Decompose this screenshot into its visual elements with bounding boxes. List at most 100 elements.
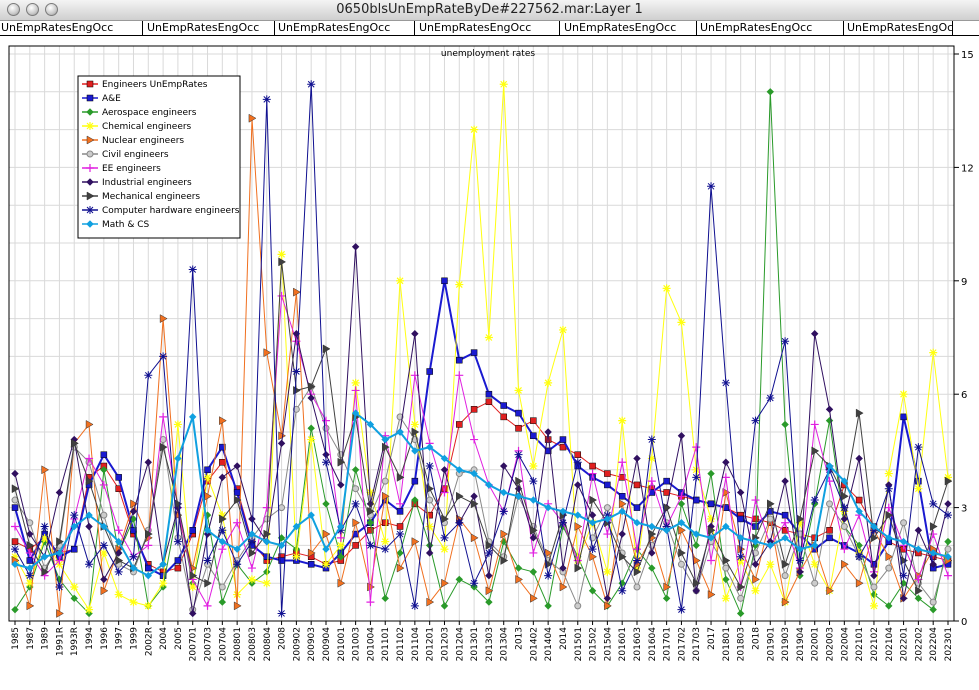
data-point	[781, 559, 790, 569]
data-point	[40, 522, 49, 531]
data-point	[351, 243, 360, 251]
data-point	[233, 495, 242, 505]
x-tick-label: 1996	[100, 627, 110, 650]
legend-label: Computer hardware engineers	[102, 206, 240, 216]
data-point	[26, 564, 34, 572]
data-point	[85, 420, 94, 429]
data-point	[604, 481, 611, 489]
header-cell[interactable]: UnEmpRatesEngOcc	[699, 21, 844, 35]
data-point	[514, 492, 523, 500]
x-tick-label: 201701	[663, 627, 673, 661]
x-axis: 1985 1987 1989 1991R 1993R 1994 1996 1997 1999 20…	[11, 621, 954, 661]
legend-swatch-marker	[86, 122, 94, 130]
data-point	[336, 533, 345, 542]
data-point	[796, 545, 804, 553]
data-point	[633, 519, 641, 527]
data-point	[367, 527, 374, 534]
data-point	[544, 436, 552, 443]
data-point	[144, 458, 152, 466]
data-point	[722, 564, 730, 572]
data-point	[262, 579, 271, 588]
data-point	[558, 325, 567, 334]
data-point	[929, 605, 937, 614]
x-tick-label: 200701	[189, 627, 199, 661]
x-tick-label: 201303	[485, 627, 495, 661]
data-point	[573, 458, 582, 467]
data-point	[751, 586, 760, 595]
x-tick-label: 201903	[781, 627, 791, 661]
zoom-button[interactable]	[45, 3, 58, 16]
legend-swatch-marker	[86, 220, 94, 228]
data-point	[869, 601, 878, 610]
close-button[interactable]	[7, 3, 20, 16]
legend-item-aerospace-engineers: Aerospace engineers	[82, 108, 197, 118]
data-point	[648, 522, 656, 531]
x-tick-label: 201904	[796, 627, 806, 662]
legend-label: Aerospace engineers	[102, 108, 197, 118]
data-point	[145, 564, 152, 572]
data-point	[366, 519, 375, 527]
data-point	[218, 583, 226, 591]
minimize-button[interactable]	[26, 3, 39, 16]
data-point	[204, 578, 213, 588]
data-point	[751, 496, 760, 505]
data-point	[841, 559, 849, 569]
series-layer	[11, 80, 953, 618]
data-point	[647, 454, 656, 463]
data-point	[589, 495, 598, 505]
data-point	[870, 533, 879, 543]
data-point	[219, 443, 226, 451]
legend-label: Engineers UnEmpRates	[102, 80, 208, 90]
header-cell[interactable]: UnEmpRatesEngOcc	[277, 21, 415, 35]
data-point	[307, 394, 315, 402]
header-cell[interactable]: UnEmpRatesEngOcc	[847, 21, 953, 35]
x-tick-label: 201702	[677, 627, 687, 661]
data-point	[573, 556, 582, 565]
data-point	[944, 473, 952, 482]
x-tick-label: 202004	[840, 627, 850, 662]
data-point	[618, 507, 626, 516]
data-point	[840, 503, 849, 512]
data-point	[529, 462, 538, 471]
data-point	[870, 561, 878, 568]
data-point	[470, 499, 479, 509]
data-point	[870, 571, 878, 580]
header-cell[interactable]: UnEmpRatesEngOcc	[563, 21, 697, 35]
legend-box	[77, 75, 241, 239]
data-point	[900, 519, 908, 527]
data-point	[721, 378, 730, 387]
data-point	[100, 511, 108, 519]
data-point	[11, 522, 19, 531]
y-tick-label: 9	[961, 277, 967, 288]
data-point	[129, 552, 138, 561]
data-point	[825, 405, 834, 414]
x-tick-label: 201501	[574, 627, 584, 661]
data-point	[633, 481, 641, 489]
data-point	[233, 489, 241, 496]
legend-label: Nuclear engineers	[102, 136, 184, 146]
data-point	[752, 515, 759, 523]
data-point	[41, 567, 50, 577]
data-point	[411, 330, 419, 338]
data-point	[410, 601, 419, 610]
x-tick-label: 202001	[811, 627, 821, 661]
data-point	[218, 473, 227, 482]
data-point	[736, 609, 745, 618]
data-point	[515, 424, 522, 432]
legend[interactable]: Engineers UnEmpRates A&E Aerospace enginee…	[77, 75, 241, 239]
data-point	[781, 534, 789, 542]
x-tick-label: 2013	[515, 627, 525, 650]
data-point	[159, 579, 168, 588]
y-tick-label: 6	[961, 390, 967, 401]
header-cell[interactable]: UnEmpRatesEngOcc	[0, 21, 143, 35]
data-point	[25, 579, 34, 588]
data-point	[737, 594, 745, 602]
data-point	[544, 428, 552, 436]
header-cell[interactable]: UnEmpRatesEngOcc	[146, 21, 275, 35]
header-cell[interactable]: UnEmpRatesEngOcc	[418, 21, 560, 35]
data-point	[915, 477, 922, 485]
data-point	[278, 557, 285, 564]
data-point	[455, 466, 463, 474]
x-tick-label: 2017	[707, 627, 717, 650]
data-point	[470, 435, 479, 444]
